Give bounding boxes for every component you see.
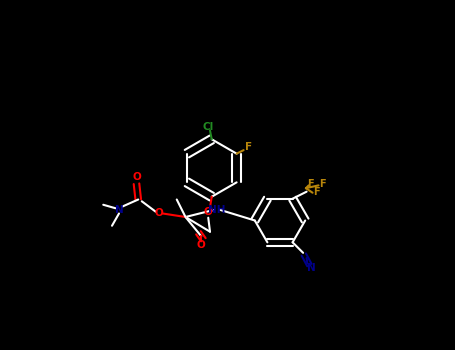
Text: F: F xyxy=(313,187,320,197)
Text: O: O xyxy=(132,172,141,182)
Text: Cl: Cl xyxy=(202,122,214,132)
Text: O: O xyxy=(155,209,164,218)
Text: F: F xyxy=(307,178,313,189)
Text: F: F xyxy=(319,178,326,189)
Text: O: O xyxy=(204,208,212,217)
Text: O: O xyxy=(197,240,206,250)
Text: NH: NH xyxy=(208,205,226,215)
Text: N: N xyxy=(308,263,316,273)
Text: F: F xyxy=(245,142,253,152)
Text: N: N xyxy=(115,205,123,215)
